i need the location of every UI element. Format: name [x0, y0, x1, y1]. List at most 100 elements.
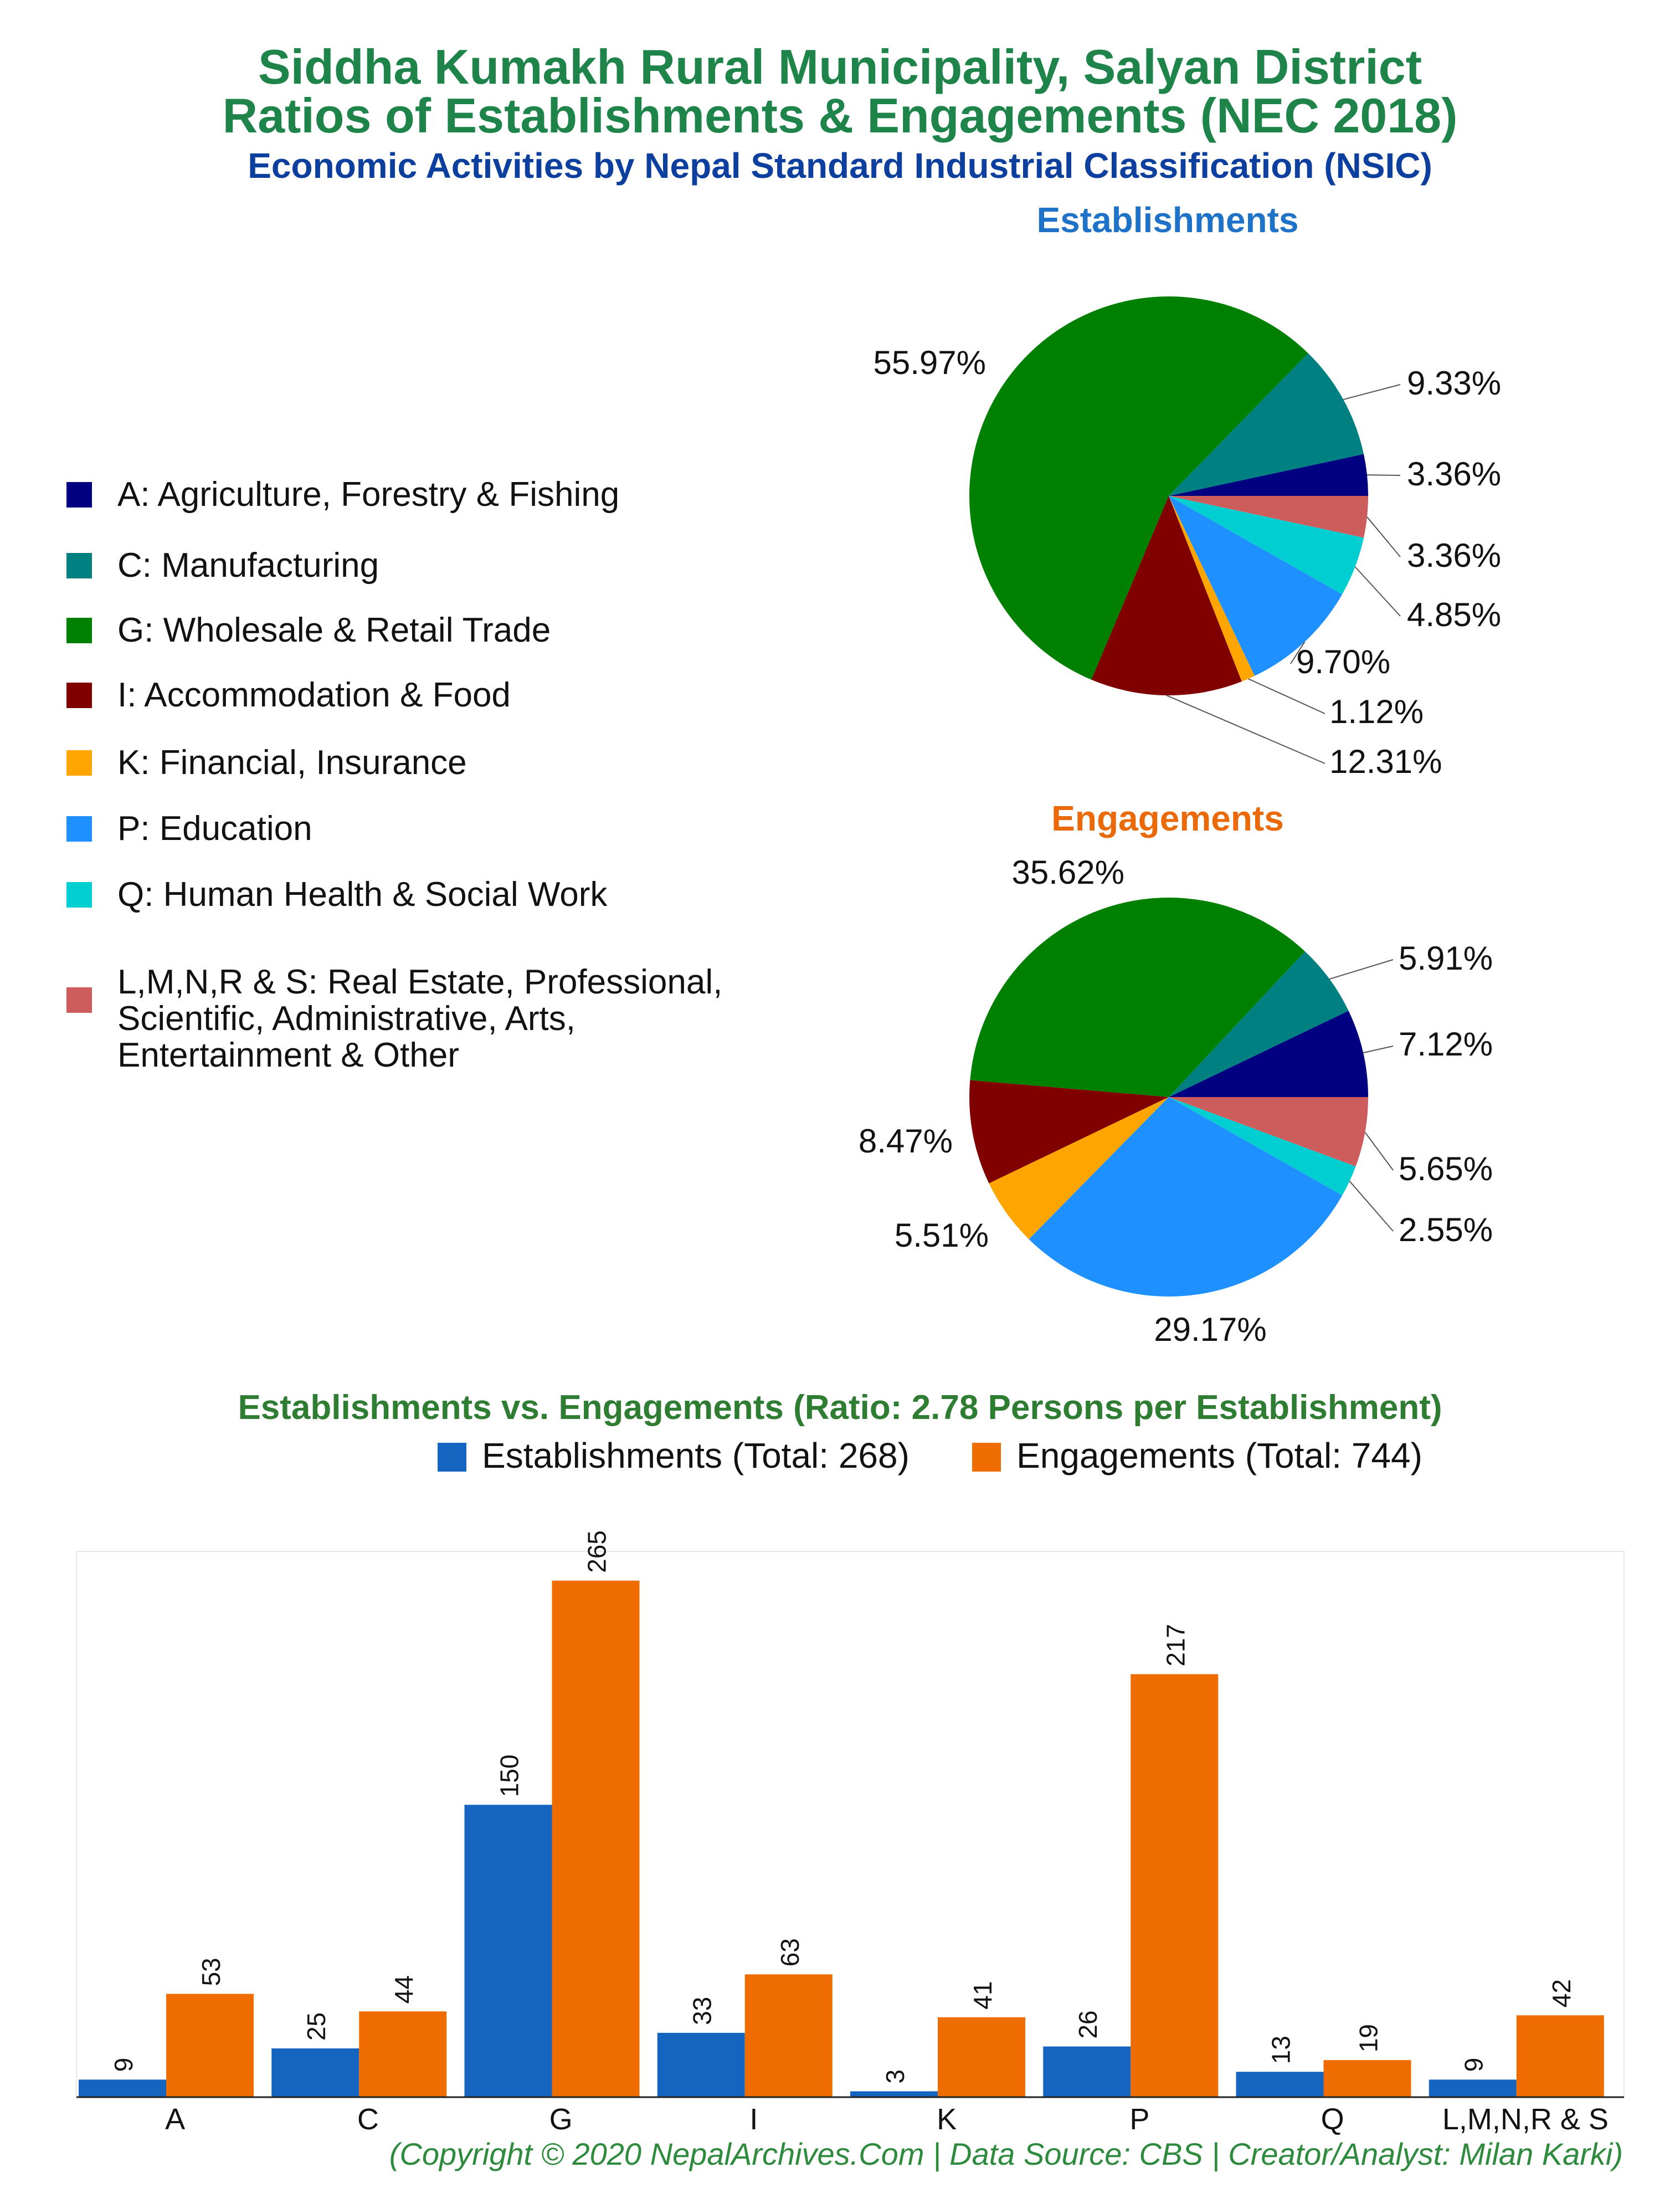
x-tick-label: P — [1129, 2103, 1149, 2136]
establishments-percent-label: 9.33% — [1407, 365, 1501, 402]
engagements-slice-P — [1029, 1097, 1343, 1297]
engagements-bar-L,M,N,R & S — [1516, 2015, 1604, 2097]
establishments-bar-I — [657, 2032, 745, 2097]
x-tick-label: Q — [1321, 2103, 1344, 2136]
engagements-percent-label: 7.12% — [1399, 1026, 1493, 1063]
engagements-slice-C — [1169, 951, 1349, 1097]
establishments-slice-P — [1169, 496, 1343, 676]
engagements-slice-K — [989, 1097, 1169, 1239]
legend-swatch — [66, 482, 92, 508]
establishments-bar-L,M,N,R & S — [1429, 2079, 1517, 2097]
engagements-percent-label: 29.17% — [1154, 1311, 1267, 1348]
legend-label: P: Education — [117, 809, 312, 848]
establishments-bar-G — [464, 1805, 552, 2097]
engagements-slice-G — [970, 898, 1305, 1097]
engagements-slice-I — [969, 1080, 1169, 1183]
establishments-percent-label: 3.36% — [1407, 537, 1501, 574]
establishments-leader-line — [1343, 384, 1401, 401]
x-tick-label: K — [937, 2103, 957, 2136]
legend-swatch — [66, 683, 92, 708]
legend-label: L,M,N,R & S: Real Estate, Professional, … — [117, 963, 723, 1074]
establishments-percent-label: 55.97% — [874, 344, 987, 381]
bar-value-label: 9 — [1460, 2058, 1488, 2072]
engagements-bar-G — [552, 1580, 640, 2097]
bar-value-label: 19 — [1354, 2024, 1383, 2052]
legend-label: K: Financial, Insurance — [117, 744, 467, 782]
establishments-leader-line — [1290, 641, 1306, 664]
x-tick-label: A — [165, 2103, 185, 2136]
establishments-percent-label: 9.70% — [1296, 643, 1390, 680]
establishments-bar-A — [79, 2079, 166, 2097]
bar-value-label: 265 — [583, 1530, 612, 1573]
engagements-leader-line — [1349, 1181, 1394, 1232]
engagements-bar-C — [359, 2011, 447, 2097]
chart-title-line2: Ratios of Establishments & Engagements (… — [222, 88, 1458, 143]
establishments-slice-G — [969, 296, 1308, 680]
chart-subtitle: Economic Activities by Nepal Standard In… — [248, 146, 1432, 186]
engagements-bar-Q — [1323, 2060, 1411, 2097]
legend-label: C: Manufacturing — [117, 546, 379, 585]
bar-value-label: 26 — [1073, 2010, 1102, 2038]
establishments-leader-line — [1366, 516, 1401, 557]
establishments-slice-Q — [1169, 496, 1364, 595]
engagements-bar-K — [938, 2017, 1025, 2097]
legend-label: Q: Human Health & Social Work — [117, 875, 608, 914]
legend-establishments-label: Establishments (Total: 268) — [482, 1436, 910, 1475]
x-tick-label: I — [749, 2103, 758, 2136]
chart-title-line1: Siddha Kumakh Rural Municipality, Salyan… — [258, 39, 1422, 94]
engagements-bar-P — [1131, 1674, 1219, 2097]
establishments-slice-C — [1169, 353, 1364, 496]
legend-label: A: Agriculture, Forestry & Fishing — [117, 475, 620, 514]
engagements-bar-A — [166, 1994, 254, 2097]
engagements-slice-A — [1169, 1011, 1368, 1097]
engagements-bar-I — [744, 1974, 833, 2097]
establishments-bar-Q — [1236, 2072, 1324, 2097]
establishments-percent-label: 12.31% — [1329, 743, 1442, 780]
legend-label: I: Accommodation & Food — [117, 676, 511, 714]
bar-value-label: 41 — [968, 1981, 997, 2010]
establishments-bar-K — [850, 2091, 938, 2097]
bar-value-label: 53 — [197, 1958, 225, 1986]
legend-swatch — [66, 553, 92, 578]
legend-swatch — [66, 987, 92, 1013]
legend-swatch — [66, 750, 92, 776]
establishments-leader-line — [1248, 678, 1325, 714]
establishments-slice-A — [1169, 454, 1369, 496]
bar-value-label: 63 — [775, 1938, 804, 1966]
establishments-percent-label: 1.12% — [1329, 693, 1424, 730]
bar-value-label: 3 — [881, 2069, 910, 2084]
establishments-slice-L,M,N,R & S — [1169, 496, 1368, 538]
establishments-slice-I — [1091, 496, 1242, 695]
bar-value-label: 44 — [389, 1975, 418, 2004]
plot-area-frame — [76, 1551, 1625, 2098]
engagements-slice-Q — [1169, 1097, 1356, 1196]
legend-swatch — [66, 882, 92, 908]
engagements-pie-title: Engagements — [1051, 798, 1284, 838]
engagements-leader-line — [1363, 1046, 1394, 1054]
legend-engagements-swatch — [972, 1443, 1001, 1472]
x-tick-label: L,M,N,R & S — [1442, 2103, 1609, 2136]
legend-swatch — [66, 618, 92, 643]
engagements-percent-label: 5.91% — [1399, 940, 1493, 977]
legend-label: G: Wholesale & Retail Trade — [117, 611, 551, 649]
legend-establishments-swatch — [438, 1443, 466, 1472]
establishments-slice-K — [1169, 496, 1255, 682]
x-tick-label: G — [549, 2103, 573, 2136]
pie-charts: 3.36% 9.33% 55.97% 12.31% 1.12% 9.70% 4.85% 3.3… — [859, 296, 1501, 1348]
bar-value-label: 9 — [109, 2058, 138, 2072]
x-tick-label: C — [357, 2103, 379, 2136]
bar-value-label: 13 — [1267, 2036, 1296, 2064]
bar-value-label: 33 — [688, 1997, 717, 2025]
engagements-percent-label: 5.65% — [1399, 1150, 1493, 1187]
legend-swatch — [66, 816, 92, 842]
establishments-pie-title: Establishments — [1036, 200, 1299, 240]
engagements-percent-label: 5.51% — [895, 1217, 989, 1254]
engagements-leader-line — [1329, 959, 1394, 980]
establishments-percent-label: 3.36% — [1407, 455, 1501, 493]
bar-value-label: 217 — [1161, 1624, 1190, 1667]
establishments-bar-P — [1043, 2046, 1131, 2097]
engagements-leader-line — [1364, 1131, 1394, 1171]
bar-value-label: 150 — [495, 1755, 524, 1797]
establishments-bar-C — [271, 2048, 359, 2097]
bar-value-label: 42 — [1547, 1979, 1576, 2007]
